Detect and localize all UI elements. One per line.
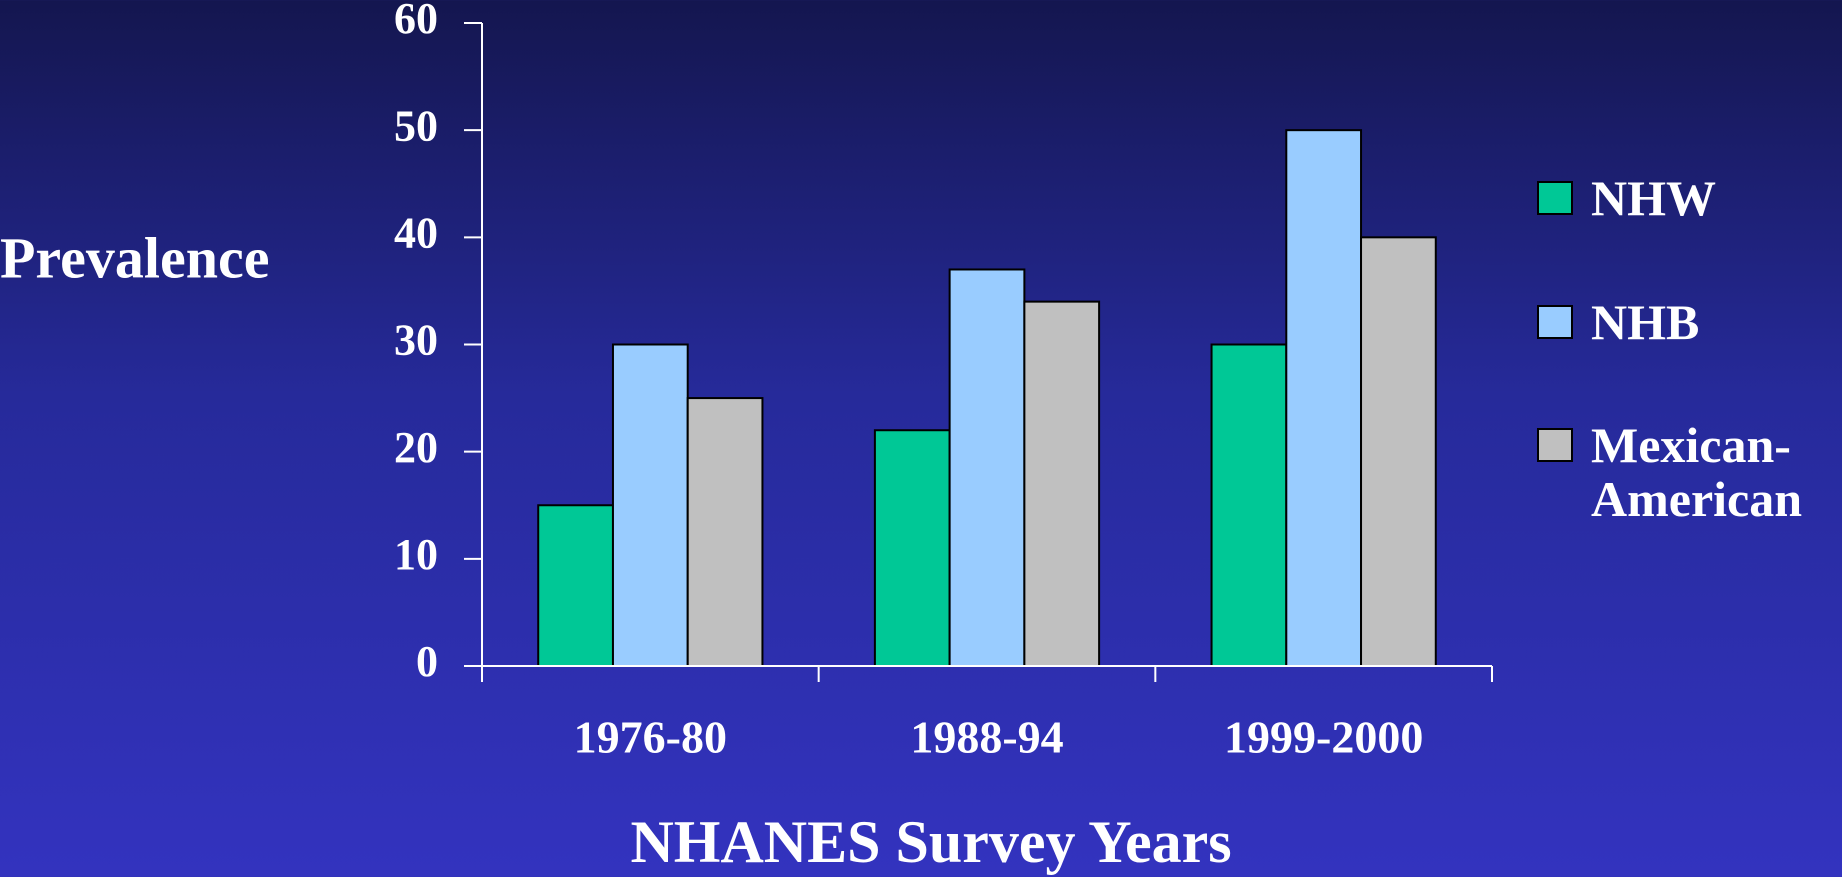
y-tick-label: 10 [394,530,438,579]
legend-swatch [1537,305,1573,339]
bar [1285,129,1363,667]
legend-swatch [1537,428,1573,462]
y-tick-label: 60 [394,0,438,43]
legend-swatch [1537,181,1573,215]
y-tick-label: 50 [394,101,438,150]
x-tick-label: 1999-2000 [1224,712,1423,763]
y-tick-label: 40 [394,208,438,257]
bar [873,429,951,667]
y-tick-label: 0 [416,637,438,686]
x-tick-label: 1988-94 [910,712,1063,763]
x-tick-label: 1976-80 [574,712,727,763]
x-axis-label: NHANES Survey Years [630,809,1231,875]
bar [1210,343,1288,667]
bar [686,397,764,667]
legend-label: NHB [1591,294,1700,350]
bar [948,268,1026,667]
bar [1360,236,1437,667]
y-axis-label: Prevalence [0,225,269,290]
legend-label: NHW [1591,170,1716,226]
legend-label: Mexican-American [1591,417,1803,527]
bar [537,504,614,667]
y-tick-label: 30 [394,316,438,365]
y-tick-label: 20 [394,423,438,472]
bar [611,343,689,667]
bar [1023,300,1101,667]
